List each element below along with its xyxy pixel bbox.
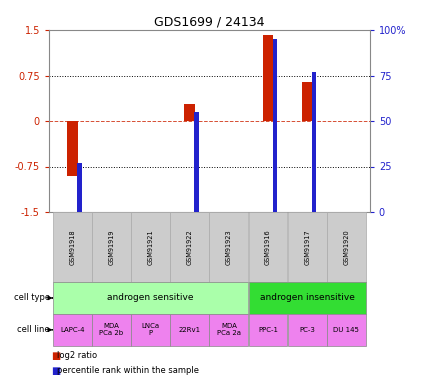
Bar [53,314,92,346]
Bar [327,314,366,346]
Text: PC-3: PC-3 [299,327,315,333]
Bar [77,163,82,212]
Text: GSM91918: GSM91918 [69,229,75,265]
Bar [53,212,92,282]
Bar [327,212,366,282]
Bar [302,82,313,121]
Text: LNCa
P: LNCa P [142,323,160,336]
Text: GSM91921: GSM91921 [147,229,153,265]
Bar [288,212,327,282]
Text: DU 145: DU 145 [333,327,359,333]
Text: log2 ratio: log2 ratio [57,351,98,360]
Bar [210,212,248,282]
Text: percentile rank within the sample: percentile rank within the sample [57,366,199,375]
Text: GSM91920: GSM91920 [343,229,349,265]
Text: cell line: cell line [17,326,50,334]
Text: MDA
PCa 2b: MDA PCa 2b [99,323,124,336]
Bar [53,282,248,314]
Bar [131,314,170,346]
Bar [272,39,277,212]
Bar [170,314,209,346]
Title: GDS1699 / 24134: GDS1699 / 24134 [154,16,264,29]
Text: ■: ■ [51,366,60,375]
Bar [249,314,287,346]
Bar [210,314,248,346]
Bar [249,212,287,282]
Text: androgen insensitive: androgen insensitive [260,294,354,303]
Text: GSM91916: GSM91916 [265,229,271,265]
Text: GSM91922: GSM91922 [187,229,193,265]
Text: cell type: cell type [14,294,50,303]
Bar [67,121,78,176]
Bar [92,314,131,346]
Bar [131,212,170,282]
Bar [92,212,131,282]
Text: PPC-1: PPC-1 [258,327,278,333]
Text: MDA
PCa 2a: MDA PCa 2a [217,323,241,336]
Text: androgen sensitive: androgen sensitive [108,294,194,303]
Bar [312,72,316,212]
Bar [249,282,366,314]
Bar [288,314,327,346]
Text: GSM91919: GSM91919 [108,229,114,265]
Bar [184,104,195,121]
Text: ■: ■ [51,351,60,360]
Text: 22Rv1: 22Rv1 [178,327,201,333]
Bar [170,212,209,282]
Text: GSM91923: GSM91923 [226,229,232,265]
Text: GSM91917: GSM91917 [304,229,310,265]
Bar [263,35,273,121]
Bar [194,112,199,212]
Text: LAPC-4: LAPC-4 [60,327,85,333]
